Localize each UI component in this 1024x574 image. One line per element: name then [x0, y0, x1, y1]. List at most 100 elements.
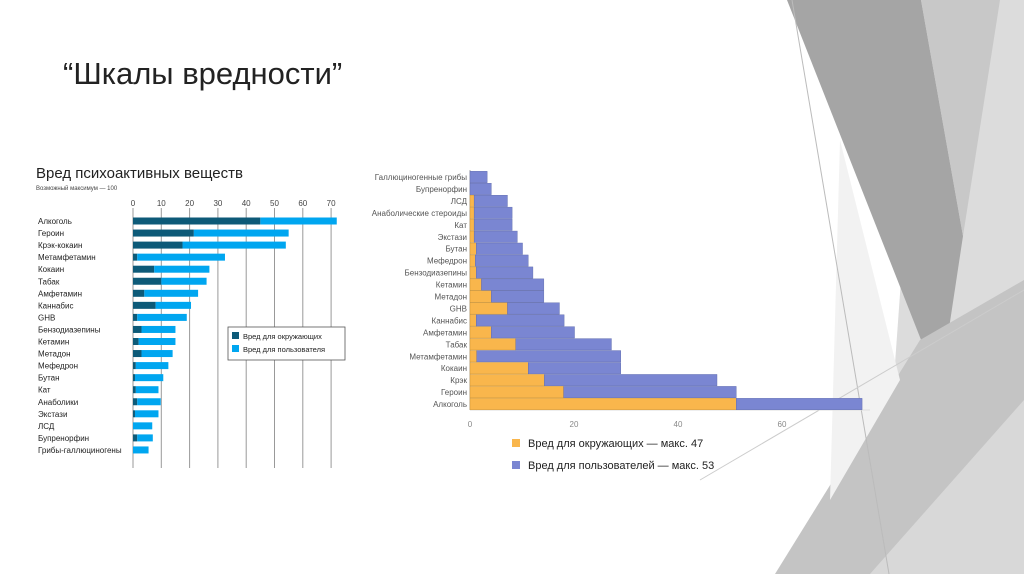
category-label: Каннабис	[38, 301, 73, 310]
category-label: Амфетамин	[38, 289, 82, 298]
bar-user-harm	[141, 325, 176, 333]
bar-others-harm	[133, 277, 162, 285]
category-label: Кокаин	[441, 364, 467, 373]
category-label: Метамфетамин	[409, 352, 467, 361]
bar-others-harm	[133, 398, 138, 406]
x-tick-label: 40	[674, 420, 683, 429]
bar-others-harm	[469, 374, 545, 387]
bar-user-harm	[476, 242, 523, 255]
legend-swatch	[232, 332, 239, 339]
bar-others-harm	[469, 242, 477, 255]
bar-others-harm	[133, 325, 142, 333]
bar-user-harm	[469, 171, 488, 183]
bar-user-harm	[469, 183, 492, 195]
bar-others-harm	[469, 218, 475, 231]
bar-others-harm	[133, 289, 145, 297]
category-label: Экстази	[438, 233, 467, 242]
legend-swatch	[232, 345, 239, 352]
category-label: Кат	[38, 386, 51, 395]
category-label: Крэк-кокаин	[38, 241, 82, 250]
category-label: Метадон	[435, 293, 468, 302]
category-label: Каннабис	[432, 316, 467, 325]
bar-user-harm	[473, 206, 513, 219]
legend-swatch	[512, 439, 520, 447]
bar-others-harm	[133, 410, 135, 418]
category-label: Экстази	[38, 410, 67, 419]
bar-user-harm	[141, 350, 173, 358]
bar-others-harm	[469, 194, 475, 207]
bar-user-harm	[161, 277, 207, 285]
bar-others-harm	[469, 314, 477, 327]
bar-others-harm	[469, 302, 508, 315]
bar-user-harm	[138, 338, 176, 345]
bar-user-harm	[473, 230, 518, 243]
category-label: Кетамин	[436, 281, 467, 290]
category-label: ЛСД	[38, 422, 55, 431]
x-tick-label: 10	[157, 199, 166, 208]
category-label: Табак	[38, 277, 60, 286]
bar-others-harm	[469, 266, 477, 279]
bar-others-harm	[469, 350, 477, 363]
category-label: Крэк	[450, 376, 467, 385]
category-label: Бутан	[445, 245, 467, 254]
category-label: Мефедрон	[38, 362, 78, 371]
bar-others-harm	[469, 386, 564, 398]
bar-others-harm	[133, 229, 194, 237]
category-label: Анаболики	[38, 398, 78, 407]
category-label: Метамфетамин	[38, 253, 96, 262]
category-label: Бензодиазепины	[38, 325, 101, 334]
slide-title: “Шкалы вредности”	[63, 56, 343, 91]
bar-others-harm	[133, 265, 155, 273]
bar-others-harm	[133, 362, 136, 370]
bar-user-harm	[507, 302, 560, 315]
category-label: Бупренорфин	[38, 434, 89, 443]
bar-others-harm	[469, 326, 492, 339]
bar-others-harm	[469, 278, 482, 291]
bar-others-harm	[133, 374, 135, 382]
bar-user-harm	[491, 290, 545, 303]
bar-user-harm	[563, 386, 737, 398]
category-label: Мефедрон	[427, 257, 467, 266]
category-label: Метадон	[38, 350, 71, 359]
category-label: GHB	[450, 304, 467, 313]
bar-user-harm	[528, 362, 621, 375]
bar-user-harm	[137, 398, 161, 406]
bar-user-harm	[133, 446, 149, 454]
category-label: Бутан	[38, 374, 60, 383]
bar-user-harm	[193, 229, 289, 237]
bar-others-harm	[133, 241, 183, 249]
category-label: Бензодиазепины	[405, 269, 468, 278]
bar-others-harm	[469, 254, 476, 267]
category-label: Кокаин	[38, 265, 64, 274]
chart-harm-right: 0 20 40 60 Галлюциногенные грибы Бупренорфин Л…	[372, 170, 870, 472]
bar-user-harm	[144, 289, 199, 297]
category-label: Кетамин	[38, 338, 69, 347]
bar-user-harm	[491, 326, 575, 339]
legend-label: Вред для пользователя	[243, 345, 325, 354]
legend-label: Вред для окружающих — макс. 47	[528, 438, 703, 450]
category-label: Бупренорфин	[416, 185, 467, 194]
x-tick-label: 0	[468, 420, 473, 429]
bar-others-harm	[133, 217, 261, 225]
bar-user-harm	[544, 374, 718, 387]
legend-swatch	[512, 461, 520, 469]
bar-user-harm	[135, 362, 169, 370]
category-label: ЛСД	[451, 197, 468, 206]
bar-others-harm	[469, 398, 737, 410]
bar-others-harm	[469, 362, 529, 375]
bar-others-harm	[133, 253, 138, 261]
bar-user-harm	[473, 218, 513, 231]
x-tick-label: 70	[327, 199, 336, 208]
x-tick-label: 0	[131, 199, 136, 208]
bar-user-harm	[476, 314, 565, 327]
bar-others-harm	[469, 230, 475, 243]
x-tick-label: 40	[242, 199, 251, 208]
category-label: Алкоголь	[38, 217, 72, 226]
category-label: Грибы-галлюциногены	[38, 446, 122, 455]
bar-user-harm	[134, 374, 164, 382]
bar-user-harm	[476, 350, 622, 363]
legend-label: Вред для окружающих	[243, 332, 322, 341]
bar-user-harm	[154, 265, 210, 273]
